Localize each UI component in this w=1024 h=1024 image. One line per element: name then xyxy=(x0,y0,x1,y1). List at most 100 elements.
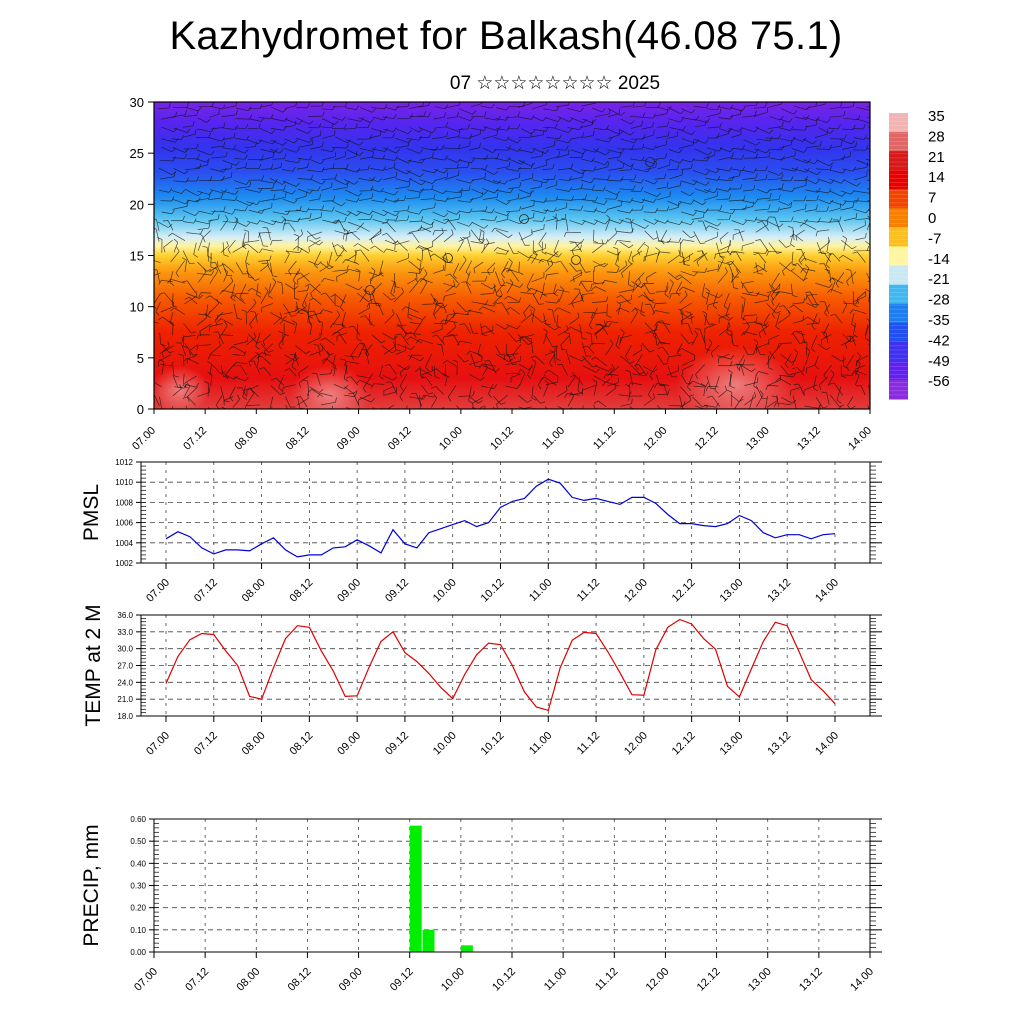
temperature-series-line xyxy=(165,618,836,712)
pmsl-axis-title: PMSL xyxy=(80,484,103,541)
x-tick-label: 11.12 xyxy=(575,577,602,604)
y-tick-label: 0.20 xyxy=(130,904,146,913)
x-tick-label: 10.00 xyxy=(431,730,459,758)
x-tick-label: 12.12 xyxy=(670,730,698,758)
colorbar-label: -28 xyxy=(928,292,950,309)
heatmap-x-tick-label: 07.00 xyxy=(130,425,158,453)
heatmap-x-tick-label: 08.12 xyxy=(284,425,312,453)
y-tick-label: 0.00 xyxy=(130,948,146,957)
colorbar-swatch xyxy=(889,170,908,190)
pmsl-panel: 1002 1004 1006 1008 1010 1012 07.00 07.12 08.00 0… xyxy=(80,458,882,605)
colorbar-label: -21 xyxy=(928,271,950,288)
x-tick-label: 09.00 xyxy=(335,577,363,605)
colorbar-swatch xyxy=(889,246,908,267)
heatmap-x-tick-label: 12.00 xyxy=(642,425,670,453)
x-tick-label: 09.12 xyxy=(383,577,411,605)
x-tick-label: 10.12 xyxy=(490,966,518,994)
y-tick-label: 30.0 xyxy=(117,645,133,654)
heatmap-x-tick-label: 11.00 xyxy=(540,425,567,452)
x-tick-label: 07.12 xyxy=(192,730,220,758)
warm-surface-blobs xyxy=(154,347,795,409)
pmsl-frame xyxy=(140,461,871,564)
heatmap-y-tick-label: 0 xyxy=(137,402,144,417)
y-tick-label: 0.10 xyxy=(130,926,146,935)
x-tick-label: 09.12 xyxy=(383,730,411,758)
x-tick-label: 07.00 xyxy=(132,966,160,994)
colorbar-swatch xyxy=(889,151,908,171)
temperature-axis-title: TEMP at 2 M xyxy=(82,604,105,726)
heatmap-x-axis: 07.00 07.12 08.00 08.12 09.00 09.12 10.00 10.12… xyxy=(130,409,874,453)
y-tick-label: 1008 xyxy=(115,498,133,507)
x-tick-label: 12.12 xyxy=(695,966,723,994)
precip-bar xyxy=(422,929,435,952)
x-tick-label: 13.00 xyxy=(718,577,746,605)
colorbar-swatch xyxy=(889,360,908,381)
x-tick-label: 08.12 xyxy=(286,966,314,994)
pmsl-series-line xyxy=(165,478,836,558)
x-tick-label: 13.00 xyxy=(746,966,774,994)
y-tick-label: 0.60 xyxy=(130,815,146,824)
x-tick-label: 07.12 xyxy=(183,966,211,994)
y-tick-label: 1012 xyxy=(115,458,133,467)
colorbar-swatch xyxy=(889,322,908,343)
colorbar-swatch xyxy=(889,208,908,228)
x-tick-label: 09.00 xyxy=(335,730,363,758)
y-tick-label: 1006 xyxy=(115,519,133,528)
chart-title: Kazhydromet for Balkash(46.08 75.1) xyxy=(169,14,843,58)
heatmap-x-tick-label: 08.00 xyxy=(232,425,260,453)
heatmap-x-tick-label: 10.00 xyxy=(437,425,465,453)
x-tick-label: 08.00 xyxy=(240,730,268,758)
heatmap-x-tick-label: 07.12 xyxy=(181,425,209,453)
x-tick-label: 13.12 xyxy=(765,730,793,758)
x-tick-label: 08.12 xyxy=(288,730,316,758)
x-tick-label: 08.12 xyxy=(288,577,316,605)
colorbar-swatch xyxy=(889,189,908,209)
x-tick-label: 11.00 xyxy=(527,730,554,757)
x-tick-label: 14.00 xyxy=(813,730,841,758)
heatmap-x-tick-label: 11.12 xyxy=(591,425,618,452)
colorbar-label: 21 xyxy=(928,149,945,166)
heatmap-y-tick-label: 30 xyxy=(130,95,144,110)
x-tick-label: 12.00 xyxy=(622,730,650,758)
colorbar-swatch xyxy=(889,227,908,247)
precipitation-axis-title: PRECIP, mm xyxy=(80,824,103,946)
heatmap-x-tick-label: 09.00 xyxy=(335,425,363,453)
y-tick-label: 18.0 xyxy=(117,712,133,721)
x-tick-label: 13.00 xyxy=(718,730,746,758)
x-tick-label: 13.12 xyxy=(797,966,825,994)
colorbar-label: -14 xyxy=(928,251,950,268)
heatmap-x-tick-label: 12.12 xyxy=(693,425,721,453)
x-tick-label: 12.00 xyxy=(622,577,650,605)
colorbar-swatch xyxy=(889,132,908,152)
y-tick-label: 24.0 xyxy=(117,678,133,687)
y-tick-label: 0.30 xyxy=(130,882,146,891)
heatmap-y-tick-label: 25 xyxy=(130,146,144,161)
x-tick-label: 11.00 xyxy=(527,577,554,604)
x-tick-label: 09.00 xyxy=(337,966,365,994)
heatmap-y-tick-label: 10 xyxy=(130,300,144,315)
colorbar-label: 7 xyxy=(928,190,936,207)
y-tick-label: 1004 xyxy=(115,539,133,548)
chart-subtitle: 07 ☆☆☆☆☆☆☆☆ 2025 xyxy=(449,73,661,94)
x-tick-label: 11.12 xyxy=(593,966,620,993)
x-tick-label: 09.12 xyxy=(388,966,416,994)
heatmap-x-tick-label: 13.00 xyxy=(744,425,772,453)
colorbar-label: 35 xyxy=(928,108,945,125)
colorbar-label: -56 xyxy=(928,373,950,390)
heatmap-x-tick-label: 09.12 xyxy=(386,425,414,453)
colorbar: 35 28 21 14 7 0 -7 -14 -21 -28 -35 -42 -49 -56 xyxy=(889,108,950,400)
colorbar-label: -42 xyxy=(928,332,950,349)
precipitation-panel: 0.00 0.10 0.20 0.30 0.40 0.50 0.60 07.00 07.12 08… xyxy=(80,815,882,994)
y-tick-label: 36.0 xyxy=(117,611,133,620)
x-tick-label: 14.00 xyxy=(813,577,841,605)
x-tick-label: 10.12 xyxy=(479,577,507,605)
colorbar-swatch xyxy=(889,284,908,305)
x-tick-label: 14.00 xyxy=(848,966,876,994)
x-tick-label: 12.12 xyxy=(670,577,698,605)
x-tick-label: 07.12 xyxy=(192,577,220,605)
colorbar-swatch xyxy=(889,113,908,133)
colorbar-label: 14 xyxy=(928,169,945,186)
colorbar-swatch xyxy=(889,379,908,400)
temperature-panel: 18.0 21.0 24.0 27.0 30.0 33.0 36.0 07.00 07.12 08… xyxy=(82,604,882,758)
